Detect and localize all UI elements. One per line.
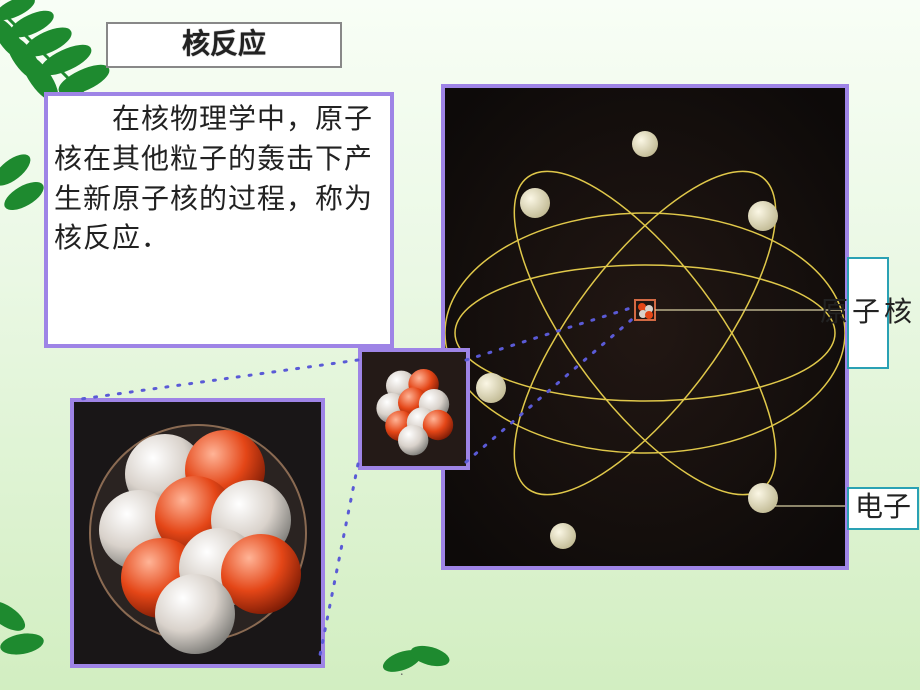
leaf-decor-1 [0, 150, 44, 230]
label-nucleus: 原 子 核 [847, 257, 889, 369]
nucleus-zoom-mid [358, 348, 470, 470]
nucleus-zoom-big [70, 398, 325, 668]
leaf-decor-3 [0, 596, 48, 676]
slide-title: 核反应 [106, 22, 342, 68]
page-marker: . [400, 664, 404, 680]
atom-diagram [441, 84, 849, 570]
label-nucleus-l2: 子 [852, 298, 884, 329]
leaf-decor-2 [380, 636, 450, 686]
label-electron: 电子 [847, 487, 919, 530]
label-nucleus-l1: 原 [820, 298, 852, 329]
definition-text: 在核物理学中，原子核在其他粒子的轰击下产生新原子核的过程，称为核反应． [44, 92, 394, 348]
label-nucleus-l3: 核 [884, 298, 916, 329]
